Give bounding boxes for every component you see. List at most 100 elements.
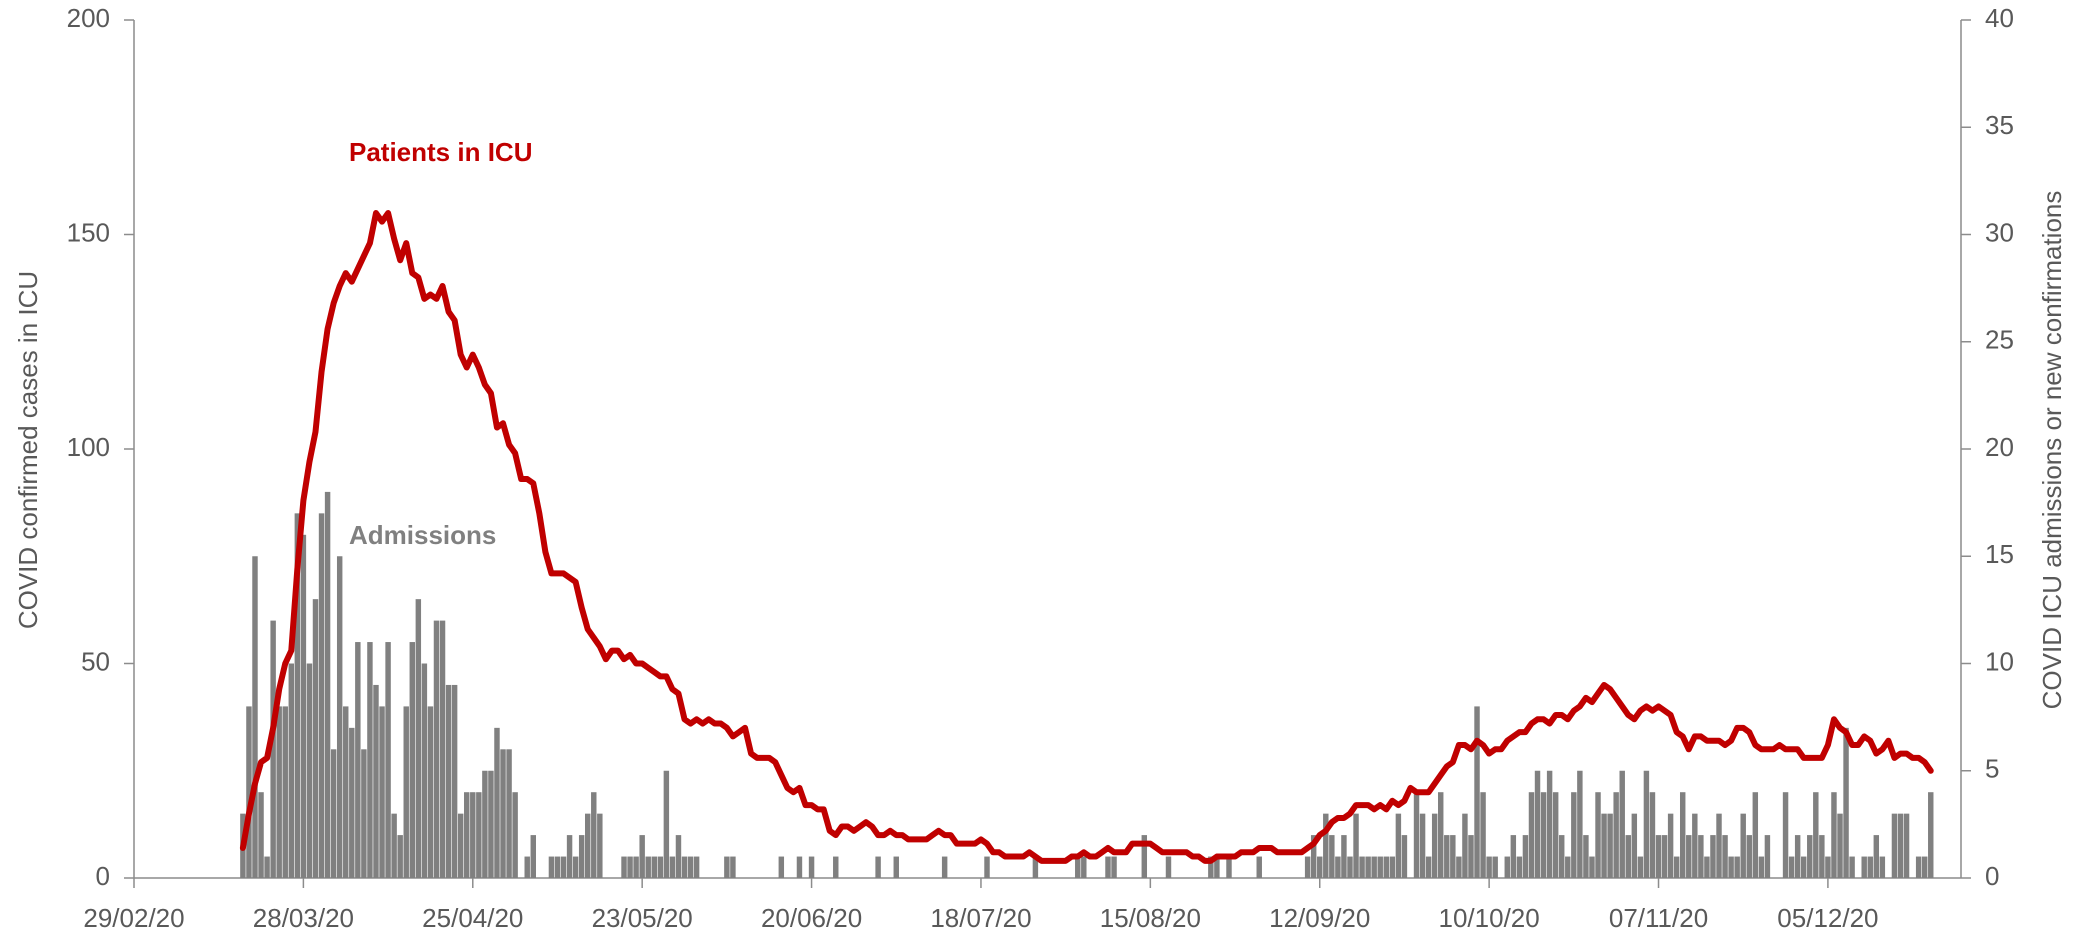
bar xyxy=(1661,835,1668,878)
y-axis-label: COVID confirmed cases in ICU xyxy=(13,271,43,629)
bar xyxy=(1359,856,1365,878)
bar xyxy=(1643,770,1650,878)
bar xyxy=(403,706,409,878)
bar xyxy=(252,556,258,878)
y-tick-label: 100 xyxy=(67,432,110,462)
bar xyxy=(1377,856,1383,878)
bar xyxy=(1504,856,1510,878)
bar xyxy=(482,770,488,878)
y-tick-label: 0 xyxy=(96,861,110,891)
bar xyxy=(1679,792,1686,878)
y2-tick-label: 20 xyxy=(1985,432,2014,462)
bar xyxy=(1365,856,1371,878)
bar xyxy=(336,556,343,878)
bar xyxy=(566,835,573,878)
bar xyxy=(1746,835,1752,878)
x-tick-label: 28/03/20 xyxy=(253,903,354,933)
x-tick-label: 05/12/20 xyxy=(1777,903,1878,933)
bar xyxy=(1335,856,1341,878)
bar xyxy=(1619,770,1625,878)
bar xyxy=(572,856,579,878)
bar xyxy=(560,856,567,878)
y2-tick-label: 10 xyxy=(1985,646,2014,676)
bar xyxy=(1928,792,1934,878)
bar xyxy=(796,856,803,878)
bar xyxy=(1165,856,1172,878)
bar xyxy=(1758,856,1765,878)
y-tick-label: 150 xyxy=(67,217,110,247)
bar xyxy=(1565,856,1571,878)
bar xyxy=(1903,813,1910,878)
bar xyxy=(1480,792,1486,878)
bar xyxy=(893,856,899,878)
bar xyxy=(264,856,270,878)
y2-tick-label: 0 xyxy=(1985,861,1999,891)
bar xyxy=(1734,856,1740,878)
bar xyxy=(512,792,518,878)
bar xyxy=(875,856,881,878)
bar xyxy=(1655,835,1662,878)
bar xyxy=(1462,813,1468,878)
bar xyxy=(1486,856,1492,878)
legend-label: Patients in ICU xyxy=(349,137,532,167)
bar xyxy=(1395,813,1402,878)
bar xyxy=(270,620,276,878)
bar xyxy=(633,856,639,878)
bar xyxy=(1256,856,1262,878)
bar xyxy=(1341,835,1347,878)
y2-tick-label: 30 xyxy=(1985,217,2014,247)
bar xyxy=(288,663,295,878)
bar xyxy=(1825,856,1831,878)
bar xyxy=(439,620,446,878)
line xyxy=(239,210,1934,864)
bar xyxy=(1686,835,1692,878)
bar xyxy=(330,749,337,878)
bar xyxy=(1813,792,1819,878)
bar xyxy=(578,835,585,878)
legend-label: Admissions xyxy=(349,520,496,550)
bar xyxy=(1111,856,1117,878)
bar xyxy=(1032,856,1039,878)
bar xyxy=(1692,813,1698,878)
bar xyxy=(1728,856,1734,878)
bar xyxy=(1837,813,1843,878)
y2-tick-label: 15 xyxy=(1985,539,2014,569)
bar xyxy=(1764,835,1771,878)
x-tick-label: 10/10/20 xyxy=(1439,903,1540,933)
bar xyxy=(941,856,948,878)
bar xyxy=(464,792,470,878)
bar xyxy=(1552,792,1559,878)
bar xyxy=(427,706,434,878)
x-tick-label: 25/04/20 xyxy=(422,903,523,933)
bar xyxy=(1141,835,1148,878)
bar xyxy=(693,856,700,878)
bar xyxy=(1546,770,1553,878)
bar xyxy=(1558,835,1565,878)
bar xyxy=(1788,856,1795,878)
y2-tick-label: 5 xyxy=(1985,754,1999,784)
bar xyxy=(361,749,367,878)
x-tick-label: 29/02/20 xyxy=(83,903,184,933)
bar xyxy=(1583,835,1589,878)
bar xyxy=(1595,792,1601,878)
bar xyxy=(318,513,325,878)
bar xyxy=(639,835,645,878)
bar xyxy=(1474,706,1480,878)
bar xyxy=(1431,813,1438,878)
bar xyxy=(476,792,482,878)
bar xyxy=(651,856,657,878)
bar xyxy=(1534,770,1541,878)
bar xyxy=(1577,770,1583,878)
bar xyxy=(379,706,385,878)
bar xyxy=(724,856,730,878)
x-tick-label: 15/08/20 xyxy=(1100,903,1201,933)
bar xyxy=(597,813,603,878)
bar xyxy=(457,813,464,878)
x-tick-label: 20/06/20 xyxy=(761,903,862,933)
bar xyxy=(1607,813,1613,878)
bar xyxy=(373,684,379,878)
bar xyxy=(1625,835,1631,878)
bar xyxy=(1208,856,1214,878)
bar xyxy=(591,792,597,878)
